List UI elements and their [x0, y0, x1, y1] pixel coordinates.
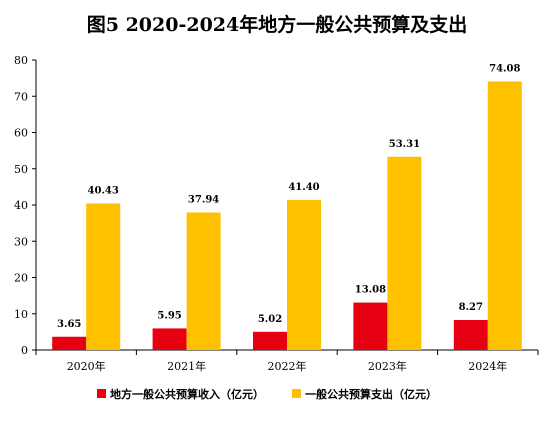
bar-expenditure	[186, 212, 221, 350]
legend-label-expenditure: 一般公共预算支出（亿元）	[305, 387, 437, 401]
y-tick-label: 20	[14, 272, 28, 285]
y-tick-label: 0	[21, 344, 28, 357]
legend-label-revenue: 地方一般公共预算收入（亿元）	[110, 387, 264, 401]
bar-revenue	[453, 320, 488, 350]
data-label-revenue: 13.08	[355, 285, 386, 296]
legend-swatch-expenditure	[292, 389, 301, 398]
data-label-revenue: 3.65	[57, 319, 81, 330]
legend-swatch-revenue	[97, 389, 106, 398]
y-tick-label: 40	[14, 199, 28, 212]
x-tick-label: 2023年	[368, 359, 407, 373]
bar-revenue	[253, 331, 287, 350]
y-tick-label: 10	[14, 308, 28, 321]
bar-revenue	[52, 336, 87, 350]
chart-title: 图5 2020-2024年地方一般公共预算及支出	[87, 13, 467, 36]
data-label-revenue: 8.27	[459, 302, 483, 313]
y-tick-label: 30	[14, 235, 28, 248]
data-label-expenditure: 74.08	[489, 63, 520, 74]
data-label-expenditure: 40.43	[88, 185, 119, 196]
bar-expenditure	[487, 81, 522, 351]
bar-expenditure	[387, 156, 422, 350]
data-label-revenue: 5.95	[157, 310, 181, 321]
bar-expenditure	[287, 199, 321, 350]
data-label-revenue: 5.02	[258, 314, 282, 325]
x-tick-label: 2024年	[468, 359, 507, 373]
data-label-expenditure: 41.40	[288, 182, 319, 193]
data-label-expenditure: 37.94	[188, 194, 219, 205]
y-tick-label: 60	[14, 127, 28, 140]
bar-revenue	[152, 328, 187, 350]
x-tick-label: 2022年	[268, 359, 307, 373]
y-tick-label: 80	[14, 54, 28, 67]
bar-expenditure	[86, 203, 121, 350]
data-labels: 3.65 40.43 5.95 37.94 5.02 41.40 13.08 53.31 8.2…	[57, 63, 520, 329]
data-label-expenditure: 53.31	[389, 139, 420, 150]
y-tick-label: 70	[14, 90, 28, 103]
legend: 地方一般公共预算收入（亿元） 一般公共预算支出（亿元）	[97, 387, 437, 401]
axes: 0 10 20 30 40 50 60 70 80 2020年 2021年 2022年 2023年 202…	[14, 54, 539, 373]
x-tick-label: 2020年	[67, 359, 106, 373]
bar-revenue	[353, 302, 388, 350]
x-tick-label: 2021年	[167, 359, 206, 373]
y-tick-label: 50	[14, 163, 28, 176]
bars	[52, 81, 522, 351]
